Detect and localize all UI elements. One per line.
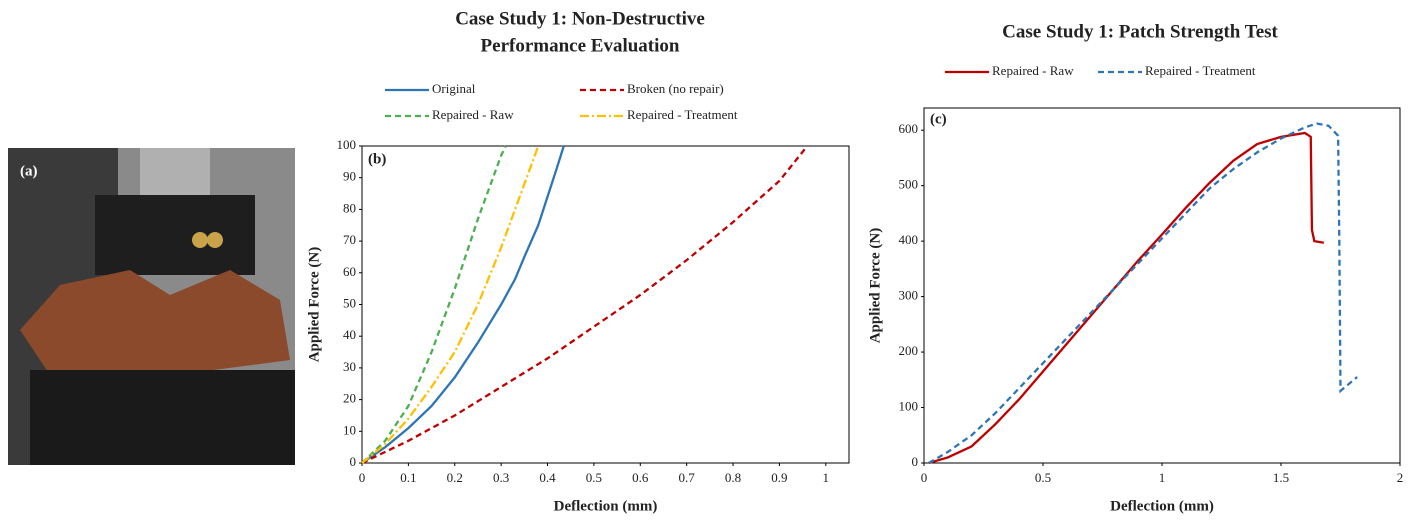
plot-frame xyxy=(923,107,1401,464)
x-tick-label: 0.1 xyxy=(400,470,416,485)
panel-label: (c) xyxy=(930,111,947,127)
photo-bolt xyxy=(207,232,223,248)
x-tick-label: 1 xyxy=(823,470,830,485)
y-tick-label: 400 xyxy=(899,232,919,247)
y-tick-label: 200 xyxy=(899,343,919,358)
chart-title: Case Study 1: Patch Strength Test xyxy=(1002,21,1278,42)
photo: (a) xyxy=(8,148,295,465)
y-tick-label: 0 xyxy=(912,454,919,469)
x-tick-label: 0.2 xyxy=(447,470,463,485)
photo-clamp xyxy=(95,195,255,275)
y-tick-label: 80 xyxy=(343,200,356,215)
data-line xyxy=(361,145,507,464)
legend-label: Broken (no repair) xyxy=(627,81,724,96)
x-tick-label: 0.6 xyxy=(632,470,649,485)
legend-label: Original xyxy=(432,81,476,96)
y-tick-label: 50 xyxy=(343,295,356,310)
y-tick-label: 500 xyxy=(899,177,919,192)
x-tick-label: 0.7 xyxy=(679,470,696,485)
x-tick-label: 0.4 xyxy=(539,470,556,485)
x-axis-label: Deflection (mm) xyxy=(554,498,658,514)
y-tick-label: 40 xyxy=(343,327,356,342)
plot-frame xyxy=(361,145,850,464)
photo-base xyxy=(30,370,295,465)
y-tick-label: 300 xyxy=(899,288,919,303)
x-tick-label: 0.5 xyxy=(586,470,602,485)
legend-label: Repaired - Treatment xyxy=(627,107,738,122)
data-line xyxy=(928,131,1325,465)
x-tick-label: 2 xyxy=(1397,470,1404,485)
y-tick-label: 90 xyxy=(343,169,356,184)
legend-label: Repaired - Raw xyxy=(432,107,514,122)
photo-bolt xyxy=(192,232,208,248)
data-line xyxy=(361,145,809,465)
y-tick-label: 30 xyxy=(343,359,356,374)
x-tick-label: 1.5 xyxy=(1273,470,1289,485)
y-axis-label: Applied Force (N) xyxy=(867,228,883,344)
y-tick-label: 60 xyxy=(343,264,356,279)
y-axis-label: Applied Force (N) xyxy=(306,247,322,363)
x-tick-label: 0.8 xyxy=(725,470,741,485)
y-tick-label: 600 xyxy=(899,121,919,136)
x-tick-label: 0 xyxy=(921,470,928,485)
x-axis-label: Deflection (mm) xyxy=(1110,498,1214,514)
data-line xyxy=(361,145,565,464)
y-tick-label: 70 xyxy=(343,232,356,247)
panel-label: (b) xyxy=(368,151,386,167)
photo-shaft xyxy=(140,148,210,203)
x-tick-label: 1 xyxy=(1159,470,1166,485)
legend-label: Repaired - Treatment xyxy=(1145,63,1256,78)
x-tick-label: 0.3 xyxy=(493,470,509,485)
y-tick-label: 0 xyxy=(350,454,357,469)
chart-title: Performance Evaluation xyxy=(481,35,680,56)
data-line xyxy=(361,145,540,464)
y-tick-label: 10 xyxy=(343,422,356,437)
y-tick-label: 20 xyxy=(343,391,356,406)
x-tick-label: 0.9 xyxy=(771,470,787,485)
legend-label: Repaired - Raw xyxy=(992,63,1074,78)
x-tick-label: 0.5 xyxy=(1035,470,1051,485)
chart-title: Case Study 1: Non-Destructive xyxy=(455,8,705,29)
x-tick-label: 0 xyxy=(359,470,366,485)
photo-fixture xyxy=(20,270,290,390)
y-tick-label: 100 xyxy=(899,399,919,414)
photo-label: (a) xyxy=(20,163,38,179)
data-line xyxy=(928,122,1358,464)
y-tick-label: 100 xyxy=(337,137,357,152)
